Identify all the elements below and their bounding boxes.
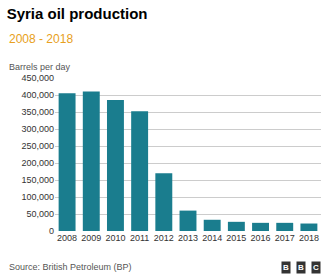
svg-text:2008 - 2018: 2008 - 2018 xyxy=(9,32,73,46)
svg-text:2008: 2008 xyxy=(57,233,77,243)
svg-text:Syria oil production: Syria oil production xyxy=(7,5,148,22)
svg-text:2011: 2011 xyxy=(130,233,149,243)
svg-text:2015: 2015 xyxy=(226,233,246,243)
svg-text:400,000: 400,000 xyxy=(21,90,54,100)
svg-text:250,000: 250,000 xyxy=(21,141,54,151)
svg-text:2017: 2017 xyxy=(275,233,295,243)
svg-text:B: B xyxy=(298,263,304,272)
svg-text:2012: 2012 xyxy=(154,233,174,243)
svg-text:Source: British Petroleum (BP): Source: British Petroleum (BP) xyxy=(9,262,132,272)
svg-text:0: 0 xyxy=(49,226,54,236)
svg-text:100,000: 100,000 xyxy=(21,192,54,202)
svg-text:150,000: 150,000 xyxy=(21,175,54,185)
svg-text:2009: 2009 xyxy=(81,233,101,243)
svg-text:2010: 2010 xyxy=(105,233,125,243)
svg-text:2018: 2018 xyxy=(299,233,319,243)
svg-text:2016: 2016 xyxy=(251,233,271,243)
svg-text:Barrels per day: Barrels per day xyxy=(9,62,71,72)
svg-text:200,000: 200,000 xyxy=(21,158,54,168)
svg-text:B: B xyxy=(283,263,289,272)
svg-text:C: C xyxy=(313,263,319,272)
svg-text:2013: 2013 xyxy=(178,233,198,243)
svg-text:2014: 2014 xyxy=(202,233,222,243)
svg-text:350,000: 350,000 xyxy=(21,107,54,117)
svg-text:300,000: 300,000 xyxy=(21,124,54,134)
svg-text:50,000: 50,000 xyxy=(26,209,54,219)
svg-text:450,000: 450,000 xyxy=(21,73,54,83)
